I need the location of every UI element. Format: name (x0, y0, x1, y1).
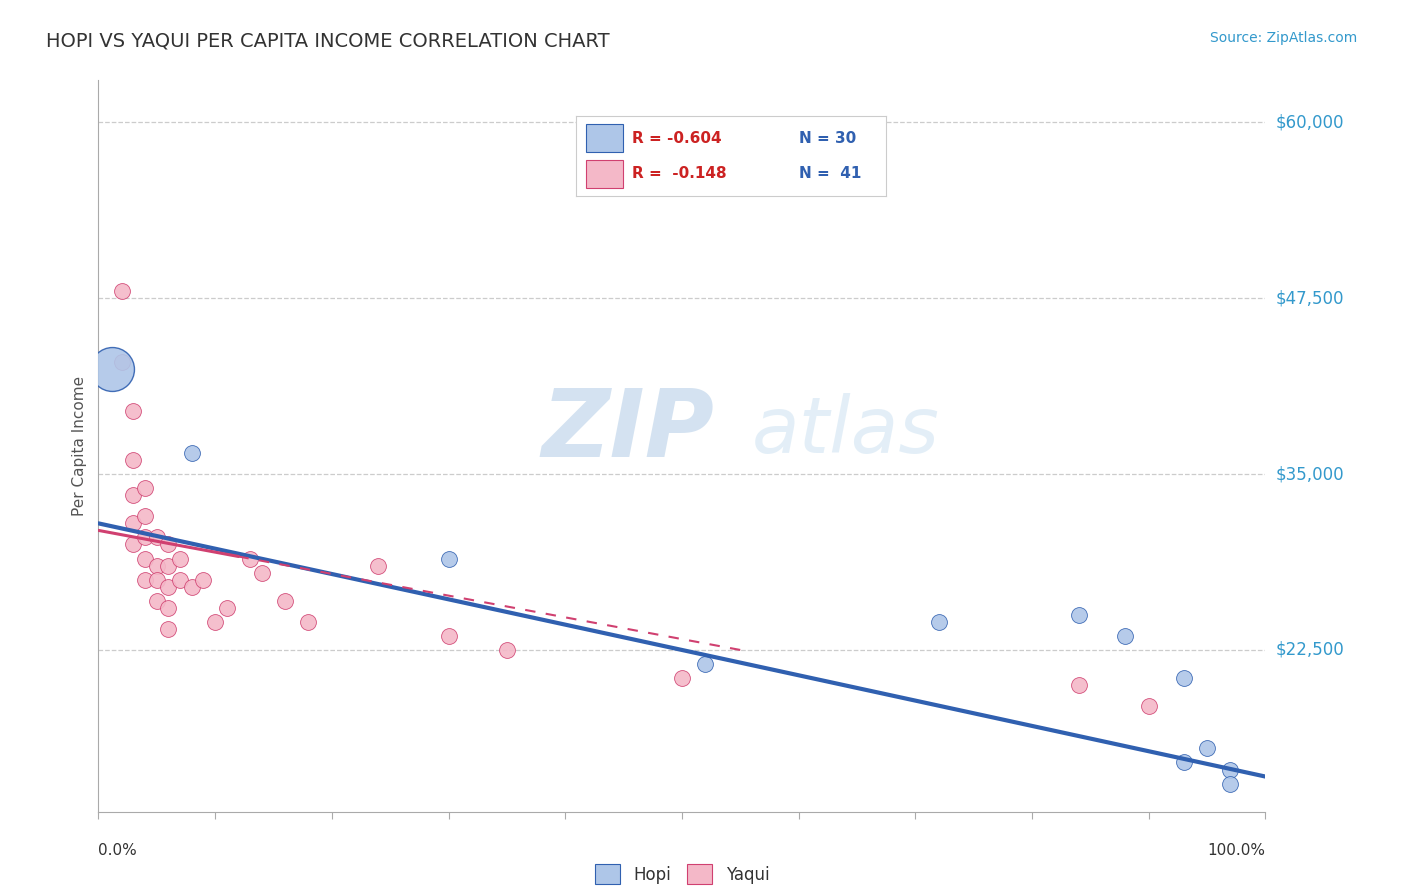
Text: N =  41: N = 41 (799, 166, 862, 181)
Point (1173, 671, 1195, 685)
Point (437, 551, 460, 566)
Point (157, 537, 180, 551)
Text: R =  -0.148: R = -0.148 (633, 166, 727, 181)
Point (1114, 629, 1136, 643)
Text: Source: ZipAtlas.com: Source: ZipAtlas.com (1209, 31, 1357, 45)
Point (111, 354, 134, 368)
Point (1067, 678, 1090, 692)
Point (134, 551, 156, 566)
Text: $22,500: $22,500 (1275, 641, 1344, 659)
Point (495, 643, 517, 657)
Text: 0.0%: 0.0% (98, 843, 138, 858)
Point (695, 657, 717, 671)
Point (1173, 756, 1195, 770)
Point (1195, 741, 1218, 756)
Point (274, 593, 297, 607)
Point (928, 615, 950, 629)
Legend: Hopi, Yaqui: Hopi, Yaqui (588, 857, 776, 891)
Point (157, 558, 180, 573)
Point (297, 615, 319, 629)
Point (111, 285, 134, 299)
Point (239, 551, 262, 566)
Text: $35,000: $35,000 (1275, 465, 1344, 483)
Point (146, 573, 169, 587)
Point (193, 573, 215, 587)
Point (101, 361, 124, 376)
Point (134, 481, 156, 495)
Bar (586, 161, 623, 188)
Point (180, 580, 202, 594)
Text: HOPI VS YAQUI PER CAPITA INCOME CORRELATION CHART: HOPI VS YAQUI PER CAPITA INCOME CORRELAT… (46, 31, 610, 50)
Text: N = 30: N = 30 (799, 131, 856, 146)
Text: R = -0.604: R = -0.604 (633, 131, 721, 146)
Point (146, 530, 169, 544)
Point (122, 488, 145, 502)
Point (1137, 699, 1160, 714)
Point (169, 573, 191, 587)
Point (180, 446, 202, 460)
Point (122, 537, 145, 551)
Point (134, 509, 156, 524)
Text: 100.0%: 100.0% (1208, 843, 1265, 858)
Point (204, 615, 226, 629)
Text: $60,000: $60,000 (1275, 113, 1344, 131)
Point (437, 629, 460, 643)
Point (122, 516, 145, 531)
Point (1219, 763, 1241, 777)
Point (1067, 607, 1090, 622)
Point (157, 580, 180, 594)
Text: $47,500: $47,500 (1275, 289, 1344, 308)
Point (146, 593, 169, 607)
Point (122, 404, 145, 418)
Point (122, 453, 145, 467)
Text: ZIP: ZIP (541, 385, 714, 477)
Point (1219, 776, 1241, 790)
Point (250, 566, 273, 580)
Point (157, 622, 180, 636)
Point (169, 551, 191, 566)
Y-axis label: Per Capita Income: Per Capita Income (72, 376, 87, 516)
Bar (586, 124, 623, 152)
Point (134, 530, 156, 544)
Point (215, 600, 238, 615)
Point (134, 573, 156, 587)
Point (671, 671, 693, 685)
Point (146, 558, 169, 573)
Point (367, 558, 389, 573)
Point (157, 600, 180, 615)
Text: atlas: atlas (752, 393, 939, 469)
